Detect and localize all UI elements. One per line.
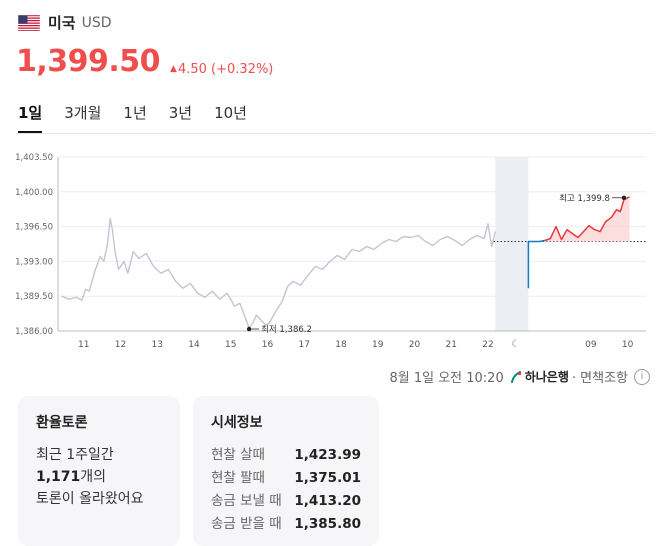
forum-count: 1,171 [36,469,81,485]
series-line-2 [544,196,630,242]
y-tick-label: 1,403.50 [15,153,53,163]
market-row-label: 송금 보낼 때 [211,493,282,509]
market-row-value: 1,375.01 [294,470,361,486]
market-row-label: 현찰 팔때 [211,470,265,486]
tab-1day[interactable]: 1일 [18,104,43,133]
min-point [246,326,252,332]
tab-divider [16,133,654,134]
x-tick-label: 14 [188,340,200,350]
x-tick-label: 16 [262,340,274,350]
info-icon[interactable]: i [634,368,650,385]
forum-line-3: 토론이 올라왔어요 [36,491,144,507]
currency-header: 미국 USD [18,12,112,33]
y-tick-label: 1,393.00 [15,257,53,267]
series-line-1 [527,239,546,289]
y-tick-label: 1,386.00 [15,327,53,337]
rate-timestamp: 8월 1일 오전 10:20 [389,371,504,386]
exchange-rate-chart[interactable]: 1,403.50 1,400.00 1,396.50 1,393.00 1,389.50… [0,140,670,358]
market-row: 송금 받을 때 1,385.80 [211,513,361,536]
tab-3years[interactable]: 3년 [168,104,193,122]
market-row-value: 1,413.20 [294,493,361,509]
y-tick-label: 1,389.50 [15,292,53,302]
market-info-card: 시세정보 현찰 살때 1,423.99 현찰 팔때 1,375.01 송금 보낼… [193,396,379,546]
x-tick-label: 12 [115,340,126,350]
bank-name: 하나은행 [524,370,569,384]
rate-change-value: 4.50 (+0.32%) [177,61,274,77]
source-row: 8월 1일 오전 10:20 하나은행 · 면책조항 i [389,367,650,386]
series-line-0 [61,217,496,329]
period-tabs: 1일 3개월 1년 3년 10년 [18,102,269,133]
disclaimer-link[interactable]: · 면책조항 [571,371,628,386]
x-tick-label: 20 [409,340,421,350]
market-row-value: 1,423.99 [294,447,361,463]
market-row: 송금 보낼 때 1,413.20 [211,490,361,513]
hana-bank-logo-icon [510,370,521,383]
x-tick-label: 17 [298,340,309,350]
x-tick-label: 13 [151,340,162,350]
rise-area [544,196,630,242]
overnight-band [495,157,529,331]
us-flag-icon [18,14,40,31]
forum-line-1: 최근 1주일간 [36,447,114,463]
market-row-label: 현찰 살때 [211,447,265,463]
market-info-title: 시세정보 [211,415,263,431]
x-tick-label: 11 [78,340,89,350]
forum-count-suffix: 개의 [80,469,107,485]
rate-change: ▲ 4.50 (+0.32%) [170,62,273,77]
y-tick-label: 1,396.50 [15,223,53,233]
x-tick-label: 18 [335,340,347,350]
moon-icon: ☾ [511,339,520,350]
max-point [621,195,627,200]
x-tick-label: 21 [445,340,456,350]
x-tick-label: 19 [372,340,384,350]
x-tick-label: 15 [225,340,236,350]
y-tick-label: 1,400.00 [15,188,53,198]
market-row-value: 1,385.80 [294,516,361,532]
tab-1year[interactable]: 1년 [123,104,147,122]
current-rate: 1,399.50 [16,44,161,79]
tab-10years[interactable]: 10년 [214,104,247,122]
min-label: 최저 1,386.2 [261,324,312,335]
country-name: 미국 [48,14,76,32]
x-tick-label: 22 [482,340,493,350]
forum-line-2: 1,171개의 [36,466,162,488]
market-row: 현찰 팔때 1,375.01 [211,467,361,490]
max-label: 최고 1,399.8 [559,193,610,204]
market-row-label: 송금 받을 때 [211,516,282,532]
up-triangle-icon: ▲ [170,64,177,74]
market-row: 현찰 살때 1,423.99 [211,444,361,467]
price-row: 1,399.50 ▲ 4.50 (+0.32%) [16,44,273,79]
x-tick-label: 09 [585,340,597,350]
bank-info: 하나은행 [510,368,569,385]
forum-card[interactable]: 환율토론 최근 1주일간 1,171개의 토론이 올라왔어요 [18,396,180,546]
currency-code: USD [81,14,112,31]
tab-3months[interactable]: 3개월 [64,104,102,122]
forum-title: 환율토론 [36,415,88,431]
x-tick-label: 10 [622,340,634,350]
